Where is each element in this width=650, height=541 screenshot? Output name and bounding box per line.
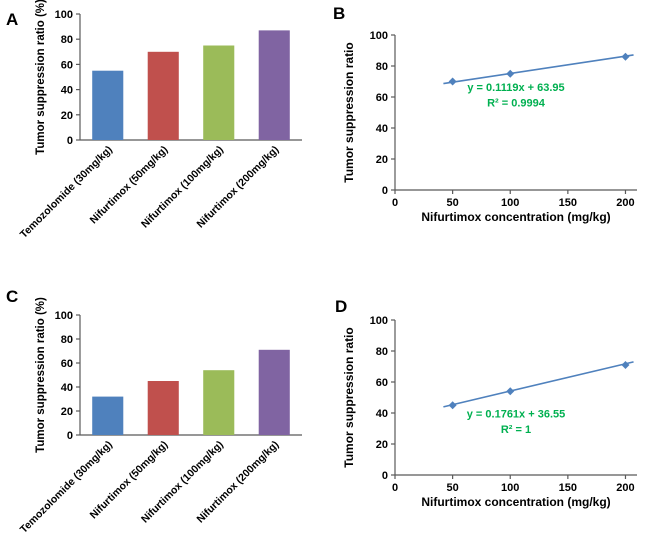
y-tick-label: 100 [55, 9, 73, 21]
y-axis-title: Tumor suppression ratio [342, 327, 356, 467]
bar-0 [92, 70, 124, 140]
y-tick-label: 20 [61, 406, 73, 418]
x-tick-label: 0 [392, 482, 398, 494]
bar-1 [147, 381, 179, 435]
x-tick-label: 50 [446, 197, 458, 209]
y-tick-label: 60 [61, 59, 73, 71]
bar-3 [258, 30, 290, 141]
scatter-chart-D: 0 20 40 60 80 100 Tumor suppression ratio 0 50 10… [342, 315, 637, 509]
panel-B: B 0 20 40 60 80 100 Tumor suppression ratio 0 50… [325, 0, 650, 275]
y-axis-title: Tumor suppression ratio [342, 42, 356, 182]
x-tick-label: 100 [501, 482, 519, 494]
y-axis: 0 20 40 60 80 100 Tumor suppression ratio [342, 315, 396, 482]
y-tick-label: 100 [55, 310, 73, 322]
panel-C-letter: C [6, 287, 19, 306]
y-tick-label: 60 [376, 377, 388, 389]
data-point-2 [621, 52, 630, 61]
bar-chart-A: 0 20 40 60 80 100 Tumor suppression ratio (%)T… [18, 0, 302, 241]
category-label-0: Temozolomide (30mg/kg) [18, 439, 115, 536]
y-tick-label: 0 [382, 185, 388, 197]
x-axis-title: Nifurtimox concentration (mg/kg) [421, 210, 610, 224]
x-tick-label: 150 [559, 197, 577, 209]
y-tick-label: 40 [376, 408, 388, 420]
r2-label: R² = 1 [501, 424, 531, 436]
y-tick-label: 0 [67, 135, 73, 147]
y-tick-label: 80 [376, 61, 388, 73]
bar-2 [203, 45, 235, 140]
y-tick-label: 20 [376, 439, 388, 451]
y-tick-label: 0 [382, 470, 388, 482]
y-axis: 0 20 40 60 80 100 Tumor suppression ratio [342, 30, 396, 197]
trendline [443, 54, 634, 85]
y-axis: 0 20 40 60 80 100 Tumor suppression ratio (%) [35, 297, 81, 453]
data-point-0 [448, 77, 457, 86]
data-points [448, 360, 630, 410]
y-tick-label: 40 [376, 123, 388, 135]
equation-label: y = 0.1119x + 63.95 [467, 82, 564, 94]
category-labels: Temozolomide (30mg/kg)Nifurtimox (50mg/k… [18, 144, 282, 241]
r2-label: R² = 0.9994 [487, 97, 546, 109]
y-tick-label: 0 [67, 430, 73, 442]
y-tick-label: 100 [370, 30, 388, 42]
y-tick-label: 80 [376, 346, 388, 358]
y-axis-title: Tumor suppression ratio (%) [35, 297, 47, 453]
x-tick-label: 200 [616, 482, 634, 494]
panel-D: D 0 20 40 60 80 100 Tumor suppression ratio 0 50… [325, 275, 650, 541]
x-tick-label: 150 [559, 482, 577, 494]
y-tick-label: 80 [61, 334, 73, 346]
y-tick-label: 60 [61, 358, 73, 370]
y-axis-title: Tumor suppression ratio (%) [35, 0, 47, 155]
bar-1 [147, 51, 179, 140]
panel-C: C 0 20 40 60 80 100 Tumor suppression ratio (%… [0, 275, 325, 541]
data-point-2 [621, 360, 630, 369]
y-tick-label: 40 [61, 85, 73, 97]
y-tick-label: 100 [370, 315, 388, 327]
x-tick-label: 200 [616, 197, 634, 209]
trendline [443, 361, 634, 408]
x-axis: 0 50 100 150 200 Nifurtimox concentration (mg… [392, 189, 637, 224]
x-tick-label: 100 [501, 197, 519, 209]
scatter-chart-B: 0 20 40 60 80 100 Tumor suppression ratio 0 50 10… [342, 30, 637, 224]
data-point-0 [448, 401, 457, 410]
category-label-0: Temozolomide (30mg/kg) [18, 144, 115, 241]
bars [92, 349, 290, 435]
data-point-1 [506, 387, 515, 396]
y-tick-label: 60 [376, 92, 388, 104]
bar-0 [92, 396, 124, 435]
panel-A: A 0 20 40 60 80 100 Tumor suppression ratio (%… [0, 0, 325, 275]
equation-label: y = 0.1761x + 36.55 [467, 409, 565, 421]
panel-A-letter: A [6, 10, 19, 29]
y-tick-label: 20 [61, 110, 73, 122]
bar-chart-C: 0 20 40 60 80 100 Tumor suppression ratio (%)T… [18, 297, 302, 536]
bar-3 [258, 349, 290, 435]
bar-2 [203, 370, 235, 435]
y-tick-label: 20 [376, 154, 388, 166]
category-labels: Temozolomide (30mg/kg)Nifurtimox (50mg/k… [18, 439, 282, 536]
data-points [448, 52, 630, 86]
data-point-1 [506, 69, 515, 78]
panel-B-letter: B [333, 4, 346, 23]
x-axis-title: Nifurtimox concentration (mg/kg) [421, 495, 610, 509]
y-tick-label: 40 [61, 382, 73, 394]
y-tick-label: 80 [61, 34, 73, 46]
y-axis: 0 20 40 60 80 100 Tumor suppression ratio (%) [35, 0, 81, 155]
x-tick-label: 0 [392, 197, 398, 209]
x-axis: 0 50 100 150 200 Nifurtimox concentration (mg… [392, 474, 637, 509]
x-tick-label: 50 [446, 482, 458, 494]
bars [92, 30, 290, 141]
panel-D-letter: D [335, 297, 348, 316]
